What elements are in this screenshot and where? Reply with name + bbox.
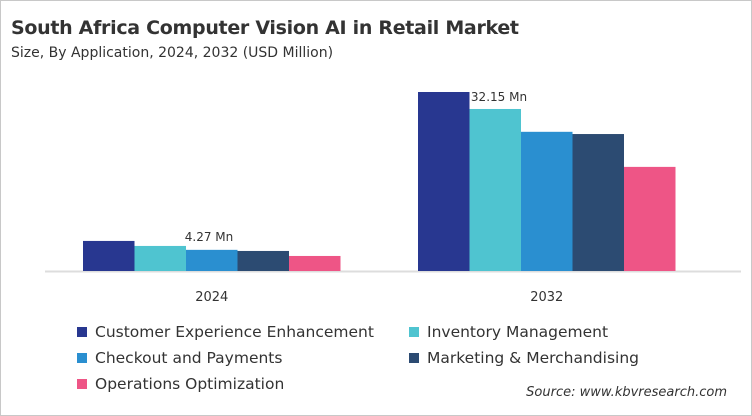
- chart-title: South Africa Computer Vision AI in Retai…: [11, 17, 519, 39]
- x-tick-label: 2032: [530, 290, 563, 305]
- legend-swatch: [409, 327, 419, 337]
- bar-2032-4: [624, 166, 676, 271]
- bar-2024-0: [83, 240, 135, 271]
- legend-swatch: [77, 327, 87, 337]
- x-tick-label: 2024: [195, 290, 228, 305]
- legend-label: Marketing & Merchandising: [427, 349, 639, 367]
- legend-item: Customer Experience Enhancement: [77, 323, 374, 341]
- bar-chart: 2024 2032 4.27 Mn 32.15 Mn: [45, 90, 741, 305]
- legend-swatch: [77, 353, 87, 363]
- bar-2032-3: [572, 134, 624, 271]
- legend-item: Marketing & Merchandising: [409, 349, 639, 367]
- legend-swatch: [409, 353, 419, 363]
- chart-subtitle: Size, By Application, 2024, 2032 (USD Mi…: [11, 45, 334, 61]
- data-label: 32.15 Mn: [471, 90, 527, 104]
- source-note: Source: www.kbvresearch.com: [526, 385, 727, 400]
- legend-label: Customer Experience Enhancement: [95, 323, 374, 341]
- legend-swatch: [77, 379, 87, 389]
- bar-2024-2: [186, 249, 238, 271]
- legend-item: Operations Optimization: [77, 375, 284, 393]
- bar-2032-1: [469, 108, 521, 271]
- bar-2024-3: [237, 250, 289, 271]
- legend-item: Inventory Management: [409, 323, 608, 341]
- legend-label: Operations Optimization: [95, 375, 285, 393]
- bar-2032-0: [418, 92, 470, 271]
- legend-label: Checkout and Payments: [95, 349, 283, 367]
- legend-item: Checkout and Payments: [77, 349, 282, 367]
- bar-2024-1: [134, 245, 186, 271]
- bar-2024-4: [289, 255, 341, 271]
- bar-2032-2: [521, 131, 573, 271]
- legend-label: Inventory Management: [427, 323, 609, 341]
- data-label: 4.27 Mn: [185, 230, 234, 244]
